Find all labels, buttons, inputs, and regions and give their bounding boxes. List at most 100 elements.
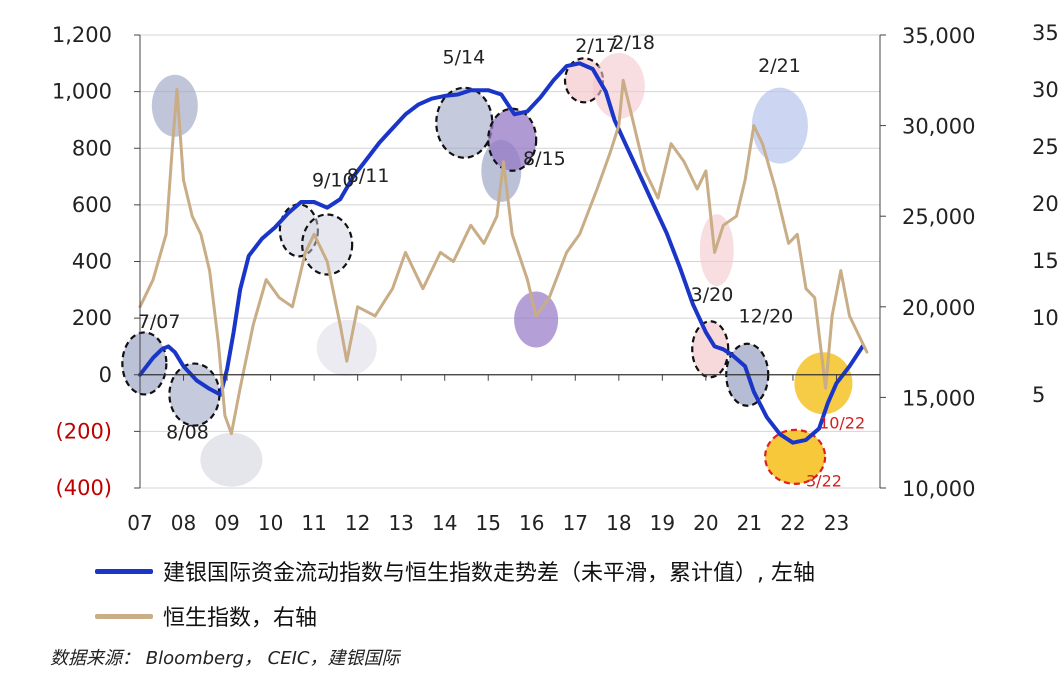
series-point-1-57 <box>787 242 790 245</box>
x-tick-label-5: 12 <box>345 511 370 535</box>
series-point-0-32 <box>513 113 516 116</box>
series-point-1-23 <box>374 315 376 317</box>
series-point-0-31 <box>500 93 503 96</box>
highlight-circle-14 <box>691 320 730 379</box>
left-tick-label-6: 800 <box>72 136 112 160</box>
edge-tick-label-4: 15 <box>1032 249 1059 273</box>
right-tick-label-2: 20,000 <box>902 296 975 320</box>
series-point-0-55 <box>792 441 794 444</box>
series-point-1-52 <box>735 215 738 217</box>
series-point-1-7 <box>200 233 202 236</box>
series-point-1-33 <box>511 233 513 236</box>
series-point-0-36 <box>565 65 568 67</box>
highlight-circle-18 <box>794 352 853 415</box>
annotation-1: 8/08 <box>166 421 209 443</box>
series-point-0-28 <box>457 93 459 96</box>
series-point-1-40 <box>609 152 611 154</box>
series-point-0-16 <box>300 201 302 203</box>
highlight-circle-5 <box>301 213 354 276</box>
series-point-0-22 <box>378 141 381 144</box>
series-point-1-19 <box>326 260 329 263</box>
series-point-1-35 <box>535 315 537 317</box>
series-point-0-49 <box>722 348 725 351</box>
series-point-1-18 <box>313 233 315 236</box>
series-point-1-49 <box>705 170 707 172</box>
series-point-1-59 <box>805 287 807 290</box>
right-tick-label-3: 25,000 <box>902 205 975 229</box>
series-point-0-56 <box>805 439 807 441</box>
series-point-0-52 <box>753 390 755 393</box>
series-point-1-11 <box>230 432 233 435</box>
highlight-circle-10 <box>514 291 559 348</box>
series-point-0-29 <box>470 89 472 91</box>
x-tick-label-12: 19 <box>650 511 675 535</box>
x-tick-label-1: 08 <box>171 511 196 535</box>
x-tick-label-15: 22 <box>780 511 805 535</box>
series-point-0-23 <box>391 127 394 130</box>
series-point-0-13 <box>261 238 263 240</box>
series-point-0-15 <box>287 212 289 215</box>
legend-item-hang-seng: 恒生指数，右轴 <box>95 600 317 632</box>
series-point-1-24 <box>391 287 394 290</box>
series-point-0-24 <box>404 113 407 116</box>
chart-canvas: (400) (200) 0 200 400 600 800 1,000 1,200 10,000 1… <box>52 21 1059 535</box>
series-point-1-17 <box>304 251 307 254</box>
annotation-0: 7/07 <box>138 311 181 333</box>
annotation-11: 10/22 <box>819 414 865 433</box>
series-point-0-3 <box>167 345 170 348</box>
series-point-0-21 <box>365 158 368 161</box>
series-point-0-41 <box>626 147 629 150</box>
left-tick-label-3: 200 <box>72 306 112 330</box>
left-tick-label-2: 0 <box>99 363 112 387</box>
x-tick-label-3: 10 <box>258 511 283 535</box>
annotation-7: 2/18 <box>612 32 655 54</box>
series-point-1-65 <box>857 333 859 335</box>
series-point-0-39 <box>605 90 607 93</box>
series-point-0-57 <box>818 427 820 430</box>
series-point-0-47 <box>705 331 707 334</box>
series-point-1-51 <box>722 224 725 227</box>
series-point-0-10 <box>232 331 235 334</box>
series-point-1-13 <box>252 324 254 326</box>
series-point-1-22 <box>356 306 359 308</box>
series-point-0-14 <box>274 226 276 229</box>
x-tick-label-10: 17 <box>563 511 588 535</box>
x-tick-label-7: 14 <box>432 511 457 535</box>
series-point-1-58 <box>796 233 799 236</box>
series-point-1-38 <box>578 233 581 236</box>
series-point-0-45 <box>679 266 681 269</box>
x-tick-label-9: 16 <box>519 511 544 535</box>
series-point-0-1 <box>152 357 154 359</box>
series-point-0-26 <box>430 97 433 100</box>
highlight-circle-7 <box>435 86 494 159</box>
x-tick-label-16: 23 <box>824 511 849 535</box>
series-point-1-60 <box>813 296 816 299</box>
series-point-1-41 <box>618 124 620 127</box>
series-point-1-32 <box>502 161 505 163</box>
series-point-1-56 <box>774 188 777 190</box>
right-tick-label-1: 15,000 <box>902 386 975 410</box>
annotation-6: 2/17 <box>575 35 618 57</box>
legend-item-flow-index: 建银国际资金流动指数与恒生指数走势差（未平滑，累计值）, 左轴 <box>95 555 815 587</box>
series-point-1-62 <box>831 315 833 317</box>
source-note: 数据来源： Bloomberg， CEIC，建银国际 <box>50 648 400 669</box>
series-point-1-30 <box>483 242 485 245</box>
series-point-0-50 <box>731 354 733 356</box>
series-point-1-34 <box>526 278 529 281</box>
series-point-1-50 <box>713 251 716 254</box>
series-point-0-5 <box>182 365 185 368</box>
highlight-circle-3 <box>200 432 263 487</box>
highlight-circles <box>121 52 853 487</box>
series-point-1-55 <box>761 142 764 145</box>
left-tick-label-8: 1,200 <box>52 23 112 47</box>
x-tick-label-11: 18 <box>606 511 631 535</box>
axes: (400) (200) 0 200 400 600 800 1,000 1,200 10,000 1… <box>52 21 1059 535</box>
highlight-circle-9 <box>487 107 538 172</box>
left-tick-label-4: 400 <box>72 250 112 274</box>
series-point-0-53 <box>766 416 768 419</box>
series-point-1-64 <box>848 315 851 317</box>
series-point-1-8 <box>208 269 211 272</box>
series-point-1-14 <box>265 278 268 281</box>
series-lines <box>138 61 869 445</box>
highlight-circle-2 <box>168 362 221 427</box>
